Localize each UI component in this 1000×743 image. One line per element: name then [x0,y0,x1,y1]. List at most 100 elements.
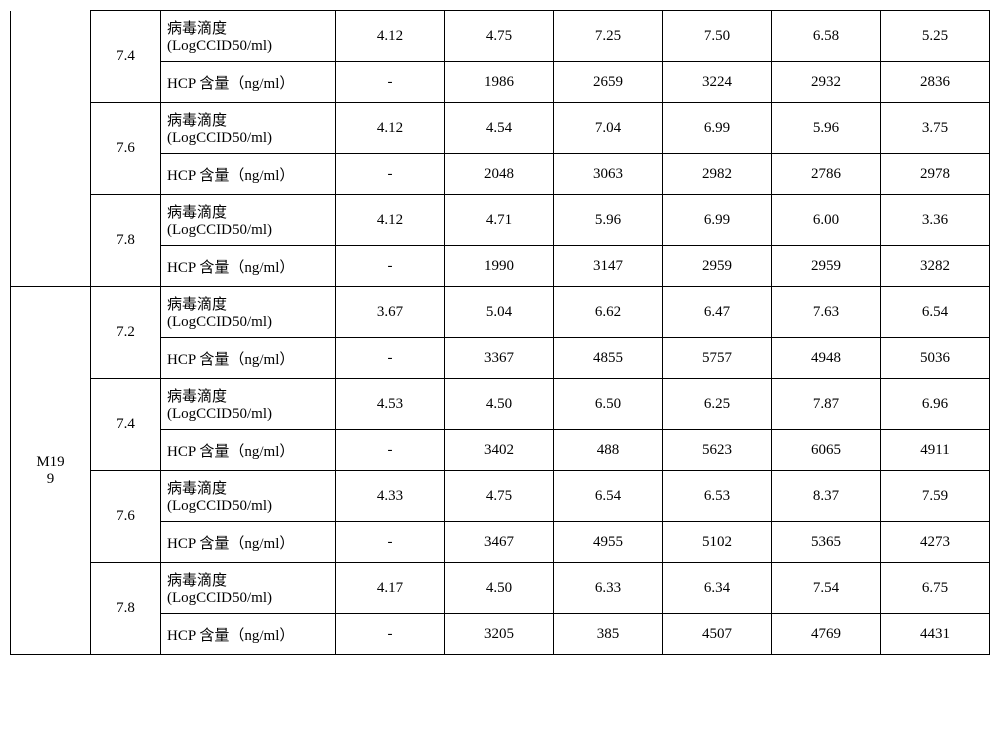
titer-cell: 3.67 [336,287,445,338]
titer-cell: 4.17 [336,563,445,614]
data-table: 7.4病毒滴度(LogCCID50/ml)4.124.757.257.506.5… [10,10,990,655]
titer-cell: 7.54 [772,563,881,614]
hcp-cell: - [336,154,445,195]
hcp-cell: 3224 [663,62,772,103]
hcp-cell: 6065 [772,430,881,471]
hcp-cell: 5102 [663,522,772,563]
hcp-cell: - [336,246,445,287]
titer-label: 病毒滴度(LogCCID50/ml) [161,103,336,154]
titer-cell: 4.33 [336,471,445,522]
hcp-cell: 3063 [554,154,663,195]
hcp-cell: 4855 [554,338,663,379]
titer-cell: 4.50 [445,563,554,614]
titer-label: 病毒滴度(LogCCID50/ml) [161,563,336,614]
hcp-cell: 5036 [881,338,990,379]
titer-cell: 6.53 [663,471,772,522]
titer-cell: 6.33 [554,563,663,614]
hcp-label: HCP 含量（ng/ml） [161,614,336,655]
hcp-label: HCP 含量（ng/ml） [161,338,336,379]
titer-cell: 3.36 [881,195,990,246]
titer-cell: 6.00 [772,195,881,246]
titer-cell: 6.50 [554,379,663,430]
hcp-cell: 3467 [445,522,554,563]
hcp-cell: 3147 [554,246,663,287]
titer-cell: 4.75 [445,11,554,62]
hcp-cell: 1986 [445,62,554,103]
hcp-cell: - [336,338,445,379]
hcp-cell: 2978 [881,154,990,195]
titer-cell: 7.50 [663,11,772,62]
hcp-cell: 4431 [881,614,990,655]
hcp-cell: 2659 [554,62,663,103]
titer-cell: 6.54 [881,287,990,338]
hcp-cell: 3205 [445,614,554,655]
titer-cell: 7.59 [881,471,990,522]
titer-label: 病毒滴度(LogCCID50/ml) [161,379,336,430]
titer-cell: 6.96 [881,379,990,430]
ph-value: 7.6 [91,103,161,195]
titer-cell: 4.75 [445,471,554,522]
titer-cell: 6.54 [554,471,663,522]
hcp-cell: 4507 [663,614,772,655]
titer-cell: 6.62 [554,287,663,338]
titer-cell: 7.87 [772,379,881,430]
titer-cell: 6.99 [663,195,772,246]
group-name-empty [11,11,91,287]
titer-cell: 6.47 [663,287,772,338]
hcp-cell: 2982 [663,154,772,195]
ph-value: 7.4 [91,379,161,471]
titer-cell: 6.25 [663,379,772,430]
hcp-cell: 2932 [772,62,881,103]
titer-cell: 6.58 [772,11,881,62]
hcp-cell: 5365 [772,522,881,563]
hcp-label: HCP 含量（ng/ml） [161,62,336,103]
hcp-label: HCP 含量（ng/ml） [161,246,336,287]
hcp-label: HCP 含量（ng/ml） [161,154,336,195]
ph-value: 7.8 [91,563,161,655]
hcp-cell: 4769 [772,614,881,655]
titer-cell: 4.12 [336,103,445,154]
hcp-cell: 5757 [663,338,772,379]
hcp-cell: - [336,430,445,471]
hcp-cell: - [336,522,445,563]
ph-value: 7.6 [91,471,161,563]
hcp-label: HCP 含量（ng/ml） [161,430,336,471]
hcp-cell: 4911 [881,430,990,471]
titer-cell: 4.12 [336,11,445,62]
hcp-cell: - [336,62,445,103]
hcp-cell: 488 [554,430,663,471]
group-name: M199 [11,287,91,655]
titer-cell: 5.25 [881,11,990,62]
hcp-cell: 3282 [881,246,990,287]
hcp-label: HCP 含量（ng/ml） [161,522,336,563]
titer-cell: 4.71 [445,195,554,246]
hcp-cell: 4948 [772,338,881,379]
hcp-cell: 2959 [663,246,772,287]
titer-label: 病毒滴度(LogCCID50/ml) [161,287,336,338]
titer-cell: 8.37 [772,471,881,522]
titer-cell: 5.96 [772,103,881,154]
titer-cell: 4.50 [445,379,554,430]
hcp-cell: 2048 [445,154,554,195]
titer-cell: 4.53 [336,379,445,430]
titer-cell: 3.75 [881,103,990,154]
hcp-cell: 2836 [881,62,990,103]
hcp-cell: - [336,614,445,655]
titer-cell: 5.04 [445,287,554,338]
titer-cell: 6.75 [881,563,990,614]
titer-cell: 4.12 [336,195,445,246]
titer-cell: 7.04 [554,103,663,154]
hcp-cell: 3402 [445,430,554,471]
hcp-cell: 4955 [554,522,663,563]
titer-label: 病毒滴度(LogCCID50/ml) [161,11,336,62]
titer-cell: 6.34 [663,563,772,614]
hcp-cell: 3367 [445,338,554,379]
titer-label: 病毒滴度(LogCCID50/ml) [161,471,336,522]
hcp-cell: 1990 [445,246,554,287]
ph-value: 7.8 [91,195,161,287]
ph-value: 7.4 [91,11,161,103]
titer-cell: 7.25 [554,11,663,62]
hcp-cell: 5623 [663,430,772,471]
titer-cell: 7.63 [772,287,881,338]
hcp-cell: 2786 [772,154,881,195]
